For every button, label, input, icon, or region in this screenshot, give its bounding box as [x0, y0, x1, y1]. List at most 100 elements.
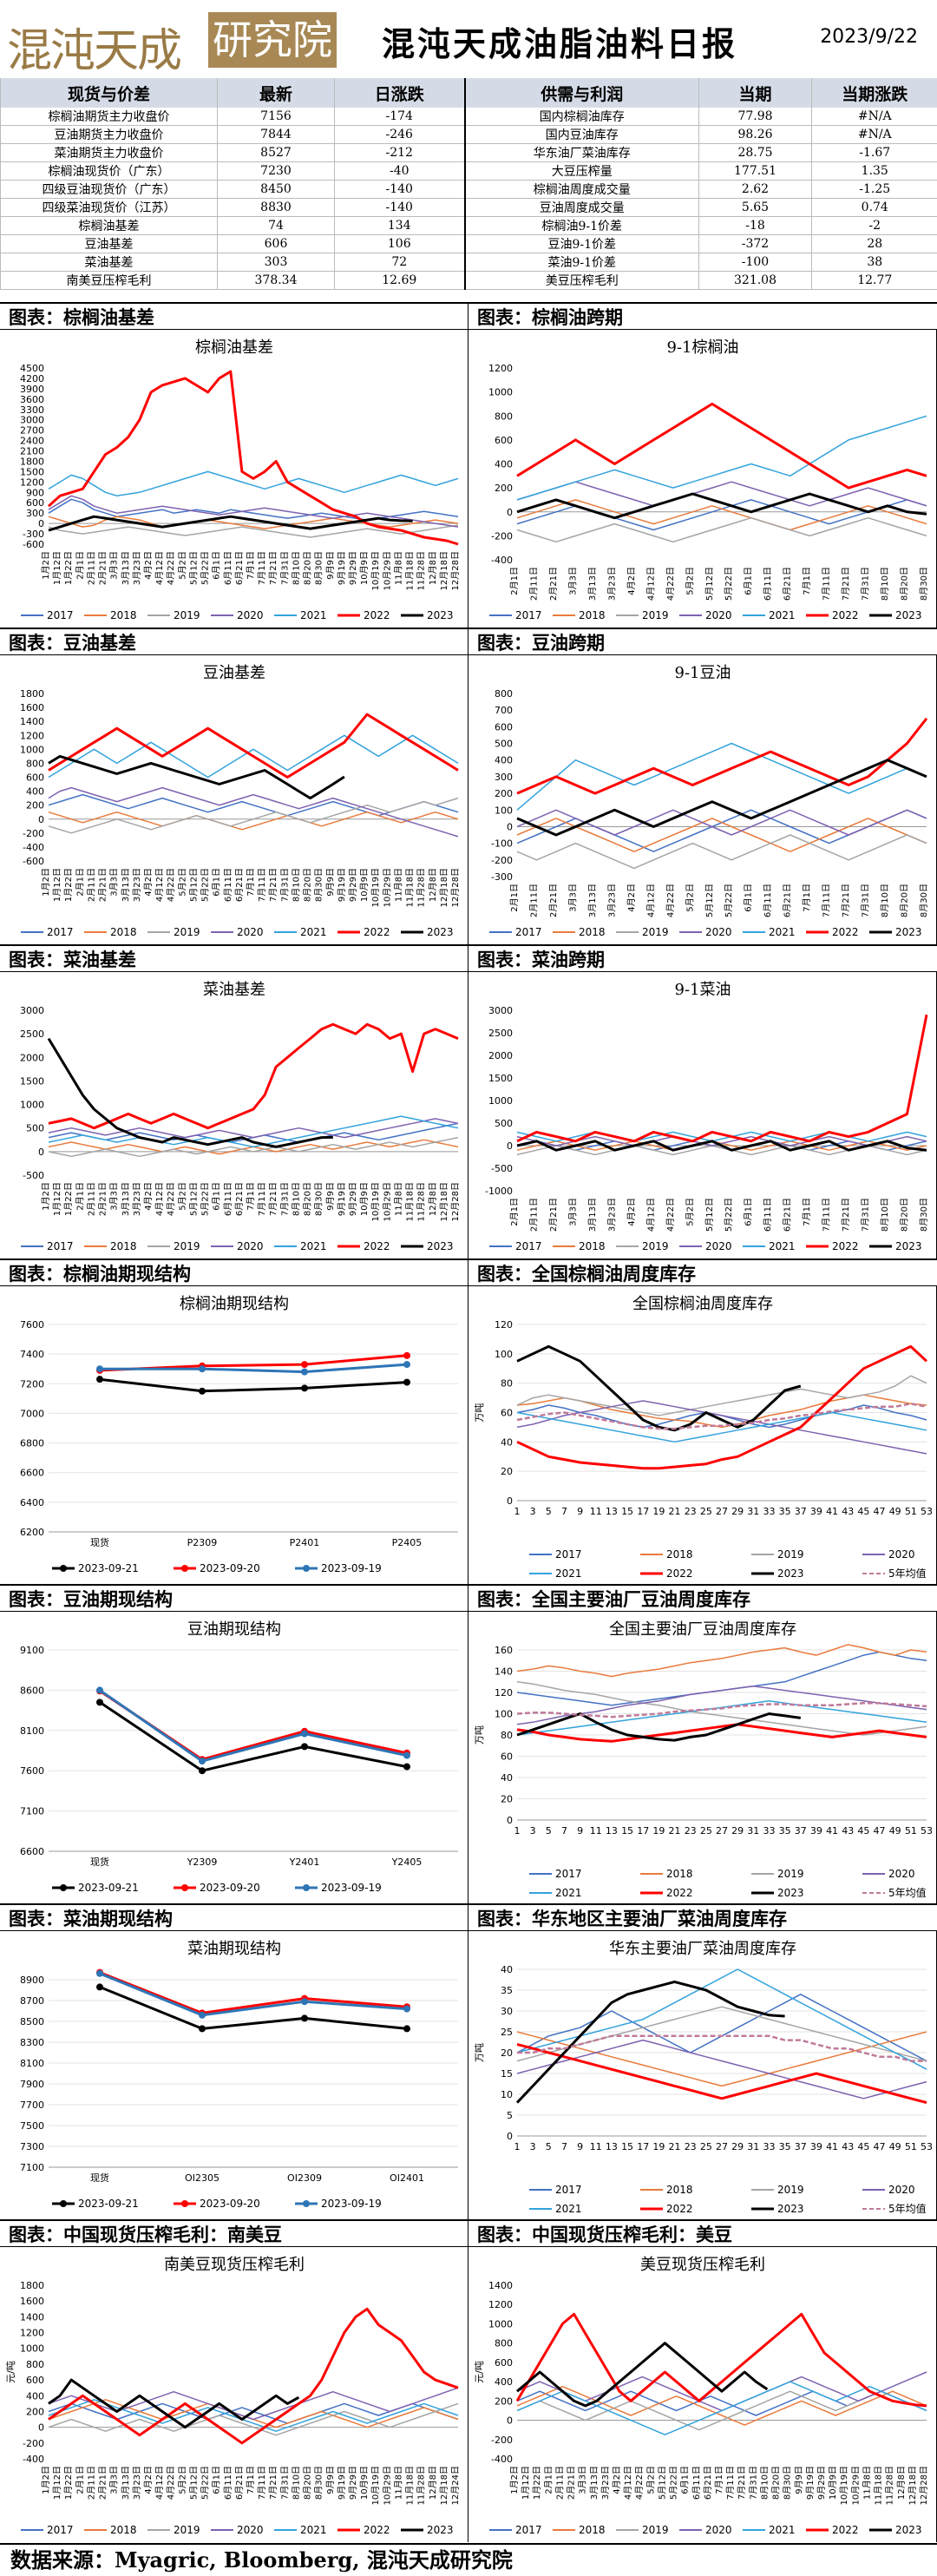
x-tick-label: 2月11日	[86, 551, 96, 585]
x-tick-label: 9月9日	[325, 868, 336, 897]
x-tick-label: 5月2日	[685, 567, 695, 595]
y-tick-label: 300	[495, 772, 513, 783]
x-tick-label: 49	[889, 1825, 901, 1837]
x-tick-label: 9	[577, 2141, 583, 2152]
legend-label: 2017	[47, 926, 74, 938]
x-tick-label: 6月21日	[783, 1198, 793, 1232]
y-tick-label: 900	[26, 487, 44, 498]
series-line-2019	[517, 835, 927, 868]
x-tick-label: 4月12日	[154, 2466, 165, 2500]
chart-title: 棕榈油基差	[195, 338, 273, 357]
y-tick-label: 600	[495, 435, 513, 446]
x-tick-label: 1	[514, 1825, 521, 1837]
y-tick-label: 0	[38, 1147, 44, 1158]
x-tick-label: 1月22日	[63, 868, 74, 902]
series-line-2021	[49, 471, 458, 496]
x-tick-label: 10月29日	[382, 551, 392, 590]
y-tick-label: 80	[501, 1730, 513, 1741]
x-tick-label: 27	[716, 1825, 728, 1837]
legend-label: 2022	[666, 1567, 693, 1580]
legend-label: 2023-09-21	[78, 1882, 139, 1894]
y-tick-label: 25	[501, 2027, 513, 2038]
table-cell: 1.35	[812, 162, 937, 181]
series-line-2020	[49, 496, 458, 527]
y-tick-label: 2700	[20, 425, 44, 437]
y-tick-label: 600	[26, 497, 44, 509]
x-tick-label: 11月18日	[874, 2466, 884, 2505]
y-tick-label: 800	[495, 2338, 513, 2349]
y-tick-label: 40	[501, 1964, 513, 1975]
x-tick-label: 35	[779, 1506, 791, 1517]
x-tick-label: 3月23日	[132, 2466, 142, 2500]
section-label: 图表：中国现货压榨毛利：美豆	[468, 2219, 937, 2247]
x-tick-label: 10月9日	[359, 868, 370, 902]
x-tick-label: 3	[530, 1825, 536, 1837]
x-tick-label: 5月22日	[724, 567, 734, 601]
series-point	[96, 1983, 103, 1990]
x-tick-label: 23	[685, 1506, 697, 1517]
x-tick-label: 3月13日	[121, 1182, 131, 1216]
x-tick-label: 5月2日	[177, 1182, 187, 1211]
x-tick-label: 8月20日	[900, 1198, 910, 1232]
series-line-2023-09-20	[100, 1691, 407, 1759]
legend-label: 2023	[895, 609, 922, 621]
x-tick-label: 29	[731, 1825, 744, 1837]
x-tick-label: 10月9日	[359, 2466, 370, 2500]
data-source-footer: 数据来源：Myagric, Bloomberg, 混沌天成研究院	[0, 2543, 937, 2574]
x-tick-label: 51	[905, 1506, 917, 1517]
legend-label: 2019	[174, 1240, 200, 1252]
x-tick-label: 12月28日	[450, 1182, 461, 1221]
x-tick-label: 29	[731, 1506, 744, 1517]
legend-label: 2023	[427, 2524, 454, 2536]
x-tick-label: 8月20日	[303, 2466, 313, 2500]
series-point	[403, 1361, 410, 1368]
x-tick-label: 6月11日	[223, 2466, 233, 2500]
x-tick-label: 53	[921, 1506, 933, 1517]
x-tick-label: 6月11日	[763, 1198, 773, 1232]
x-tick-label: 49	[889, 2141, 901, 2152]
series-line-2017	[517, 1994, 927, 2061]
x-tick-label: 9月19日	[337, 2466, 347, 2500]
series-point	[403, 1752, 410, 1759]
y-tick-label: 7700	[20, 2100, 44, 2111]
y-tick-label: 2100	[20, 446, 44, 457]
x-tick-label: 25	[700, 2141, 712, 2152]
x-tick-label: 11月8日	[393, 1182, 403, 1216]
y-tick-label: 0	[38, 814, 44, 825]
x-tick-label: 3	[530, 2141, 536, 2152]
series-point	[301, 1384, 308, 1391]
x-tick-label: 4月22日	[166, 551, 176, 585]
y-axis-label: 万吨	[474, 1403, 485, 1423]
legend-label: 2018	[579, 609, 606, 621]
legend-label: 2017	[47, 1240, 74, 1252]
legend-label: 2020	[705, 2524, 732, 2536]
x-tick-label: 37	[795, 2141, 807, 2152]
x-tick-label: 3月13日	[587, 567, 598, 601]
x-tick-label: 8月10日	[880, 884, 890, 917]
x-tick-label: 2月1日	[75, 551, 85, 580]
table-cell: 豆油周度成交量	[465, 199, 699, 217]
y-tick-label: 140	[495, 1666, 513, 1678]
x-tick-label: 4月12日	[154, 1182, 165, 1216]
x-tick-label: 8月10日	[291, 1182, 301, 1216]
logo-text: 混沌天成	[7, 14, 180, 79]
series-point	[96, 1970, 103, 1977]
x-tick-label: 1	[514, 1506, 521, 1517]
table-cell: -174	[335, 108, 465, 126]
chart-title: 南美豆现货压榨毛利	[164, 2256, 305, 2274]
x-tick-label: 3月23日	[600, 2466, 611, 2500]
chart-title: 棕榈油期现结构	[180, 1295, 289, 1313]
y-tick-label: 2000	[488, 1050, 513, 1061]
x-tick-label: 3月3日	[109, 2466, 120, 2494]
x-tick-label: 8月10日	[291, 868, 301, 902]
table-cell: 棕榈油周度成交量	[465, 181, 699, 199]
x-tick-label: 2月21日	[548, 567, 559, 601]
section-label: 图表：棕榈油基差	[0, 302, 468, 330]
